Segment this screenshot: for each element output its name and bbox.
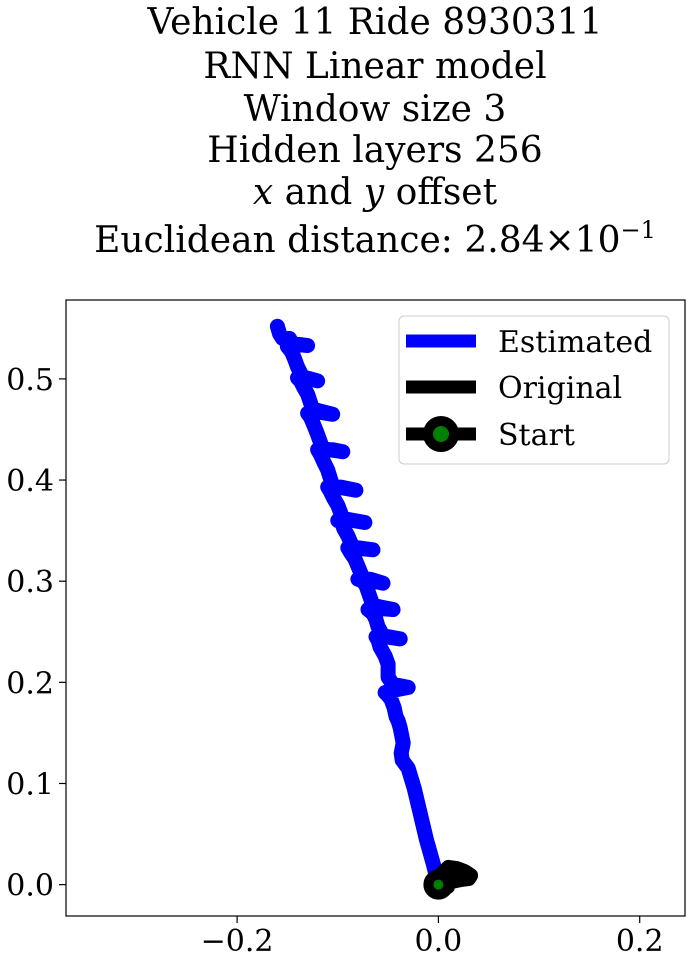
legend-start-label: Start [498,418,575,453]
offset-and: and [273,172,364,213]
distance-times: × [545,220,575,261]
title-line-model: RNN Linear model [203,46,546,87]
title-line-vehicle: Vehicle 11 Ride 8930311 [146,2,602,43]
series-layer [269,318,479,900]
legend-original-label: Original [498,371,622,406]
distance-prefix: Euclidean distance: [94,220,464,261]
title-line-distance: Euclidean distance: 2.84×10−1 [94,216,656,261]
legend: Estimated Original Start [398,315,670,465]
legend-box [398,315,670,465]
y-tick-label: 0.3 [6,565,54,600]
distance-exponent: −1 [621,216,656,244]
legend-start-marker [423,416,459,452]
legend-estimated-label: Estimated [498,325,652,360]
offset-x-var: x [253,172,273,213]
title-line-offset: x and y offset [253,172,498,213]
y-tick-label: 0.2 [6,666,54,701]
y-axis: 0.0 0.1 0.2 0.3 0.4 0.5 [6,363,66,904]
series-line-estimated [269,318,446,893]
y-tick-label: 0.4 [6,464,54,499]
x-tick-label: 0.0 [415,924,463,959]
y-tick-label: 0.0 [6,869,54,904]
title-line-window: Window size 3 [244,89,507,130]
offset-y-var: y [362,172,385,213]
x-axis: −0.2 0.0 0.2 [201,916,664,959]
distance-mantissa: 2.84 [464,220,544,261]
start-point-marker [423,869,454,900]
plot-frame [65,299,686,917]
x-tick-label: −0.2 [201,924,274,959]
chart-title: Vehicle 11 Ride 8930311 RNN Linear model… [94,2,656,261]
y-tick-label: 0.1 [6,767,54,802]
distance-base: 10 [575,220,621,261]
y-tick-label: 0.5 [6,363,54,398]
title-line-hidden: Hidden layers 256 [207,130,542,171]
offset-suffix: offset [384,172,497,213]
x-tick-label: 0.2 [616,924,664,959]
